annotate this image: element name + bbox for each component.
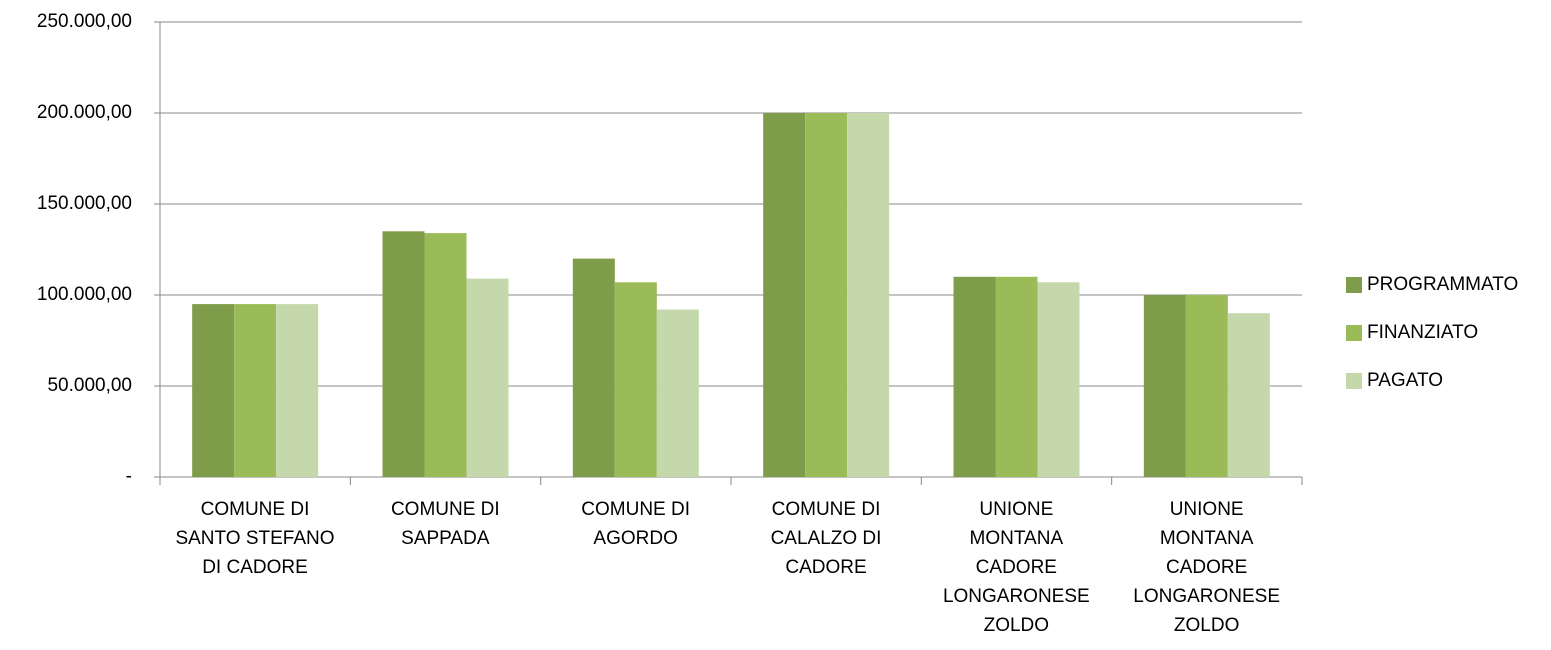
bar	[466, 278, 509, 477]
y-tick-label: 150.000,00	[37, 193, 132, 214]
bar	[1185, 295, 1228, 477]
bar	[847, 113, 890, 477]
y-tick-label: 50.000,00	[47, 375, 132, 396]
x-tick-label: COMUNE DI AGORDO	[581, 499, 691, 549]
x-tick-label: COMUNE DI CALALZO DI CADORE	[770, 499, 882, 578]
bar	[614, 282, 657, 477]
bar	[276, 304, 319, 477]
y-tick-label: 100.000,00	[37, 284, 132, 305]
legend-swatch	[1346, 373, 1362, 389]
legend-label: PAGATO	[1367, 370, 1443, 391]
bar	[192, 304, 235, 477]
bar	[805, 113, 848, 477]
y-tick-label: 200.000,00	[37, 102, 132, 123]
x-tick-label: UNIONE MONTANA CADORE LONGARONESE ZOLDO	[942, 499, 1090, 636]
bar	[763, 113, 806, 477]
x-tick-label: COMUNE DI SANTO STEFANO DI CADORE	[175, 499, 335, 578]
bar	[424, 233, 467, 477]
bar	[656, 309, 699, 477]
bar	[1143, 295, 1186, 477]
bar	[953, 276, 996, 477]
legend-label: PROGRAMMATO	[1367, 274, 1518, 295]
bar	[995, 276, 1038, 477]
bar	[234, 304, 277, 477]
bar	[382, 231, 425, 477]
legend-label: FINANZIATO	[1367, 322, 1478, 343]
legend-swatch	[1346, 277, 1362, 293]
x-tick-label: UNIONE MONTANA CADORE LONGARONESE ZOLDO	[1133, 499, 1281, 636]
bar	[572, 258, 615, 477]
x-tick-label: COMUNE DI SAPPADA	[390, 499, 500, 549]
bar	[1227, 313, 1270, 477]
legend-swatch	[1346, 325, 1362, 341]
y-tick-label: 250.000,00	[37, 11, 132, 32]
bar	[1037, 282, 1080, 477]
y-tick-label: -	[126, 466, 132, 487]
